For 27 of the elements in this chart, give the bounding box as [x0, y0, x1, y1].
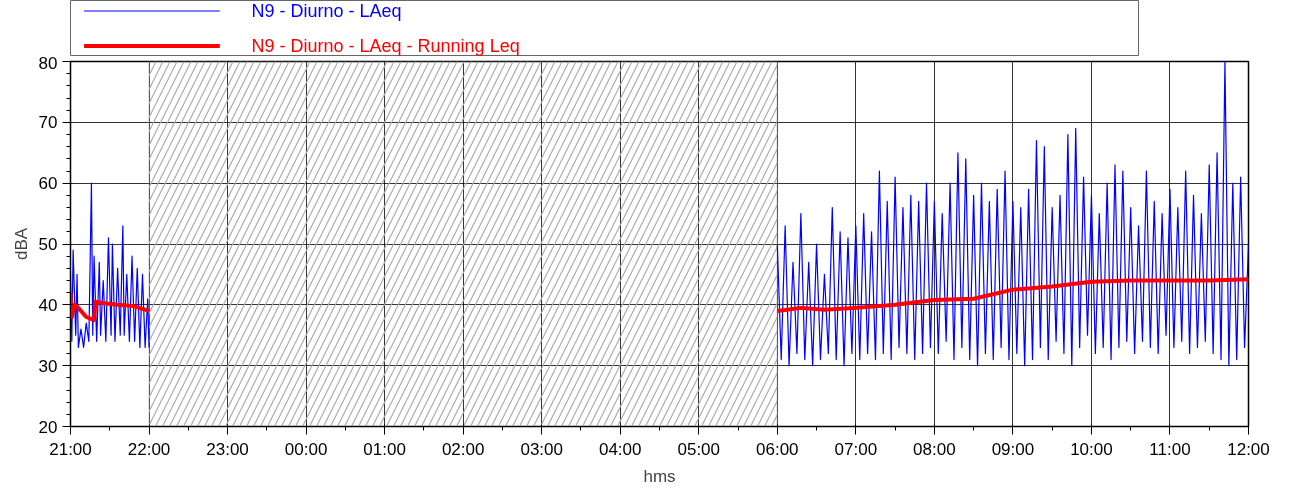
x-tick-label: 11:00: [1149, 439, 1191, 459]
text: N9 - Diurno - LAeq: [251, 1, 402, 21]
x-tick-label: 02:00: [441, 439, 485, 459]
x-tick-label: 04:00: [598, 439, 642, 459]
x-tick-label: 10:00: [1070, 439, 1113, 459]
text: N9 - Diurno - LAeq - Running Leq: [251, 36, 520, 56]
x-tick-label: 22:00: [127, 439, 171, 459]
y-tick-label: 20: [38, 417, 58, 437]
y-tick-label: 70: [38, 113, 58, 133]
y-tick-label: 40: [38, 295, 58, 315]
x-tick-label: 01:00: [363, 439, 406, 459]
x-tick-label: 07:00: [834, 439, 878, 459]
x-tick-label: 23:00: [206, 439, 249, 459]
x-tick-label: 00:00: [284, 439, 328, 459]
y-tick-label: 50: [38, 235, 58, 254]
x-tick-label: 09:00: [991, 439, 1035, 459]
x-tick-label: 06:00: [756, 439, 799, 459]
x-tick-label: 21:00: [49, 439, 92, 459]
x-tick-label: 08:00: [913, 439, 956, 459]
y-tick-label: 80: [38, 53, 58, 73]
y-tick-label: 60: [38, 174, 58, 194]
x-tick-label: 03:00: [520, 439, 563, 459]
x-axis-title: hms: [643, 466, 676, 486]
y-axis-title: dBA: [11, 227, 31, 261]
x-tick-label: 12:00: [1227, 439, 1270, 459]
x-tick-label: 05:00: [677, 439, 721, 459]
y-tick-label: 30: [38, 356, 58, 376]
